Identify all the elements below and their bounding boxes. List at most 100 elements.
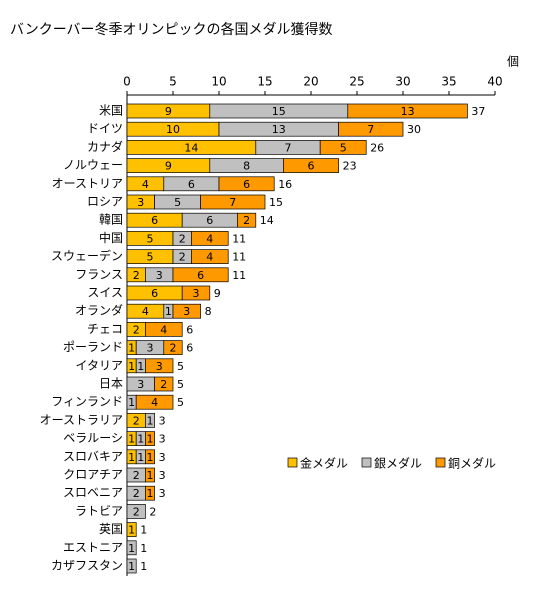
value-label: 4: [160, 323, 167, 336]
value-label: 14: [184, 141, 198, 154]
total-label: 23: [343, 160, 357, 173]
value-label: 6: [243, 178, 250, 191]
value-label: 2: [243, 214, 250, 227]
bar-segment: [135, 394, 174, 410]
value-label: 1: [147, 469, 154, 482]
y-tick-label: オーストリア: [52, 176, 123, 190]
total-label: 30: [407, 123, 421, 136]
total-label: 3: [159, 414, 166, 427]
value-label: 2: [133, 487, 140, 500]
x-tick-label: 15: [257, 75, 272, 89]
total-label: 11: [232, 251, 246, 264]
y-tick-label: 中国: [99, 230, 123, 245]
bar-segment: [145, 449, 155, 465]
value-label: 2: [179, 232, 186, 245]
total-label: 1: [140, 524, 147, 537]
value-label: 3: [137, 378, 144, 391]
legend-label: 銅メダル: [448, 456, 496, 471]
value-label: 5: [340, 141, 347, 154]
value-label: 7: [367, 123, 374, 136]
total-label: 3: [159, 469, 166, 482]
total-label: 14: [260, 214, 274, 227]
x-tick-label: 0: [123, 75, 131, 89]
value-label: 1: [165, 305, 172, 318]
bar-segment: [126, 558, 137, 574]
bar-segment: [163, 340, 183, 355]
y-tick-label: スロバキア: [63, 449, 123, 463]
value-label: 4: [142, 305, 149, 318]
y-tick-label: 韓国: [99, 213, 123, 227]
total-label: 5: [177, 396, 184, 409]
y-tick-label: フランス: [75, 267, 123, 281]
y-tick-label: ポーランド: [63, 340, 123, 354]
bar-segment: [319, 140, 367, 155]
value-label: 1: [147, 433, 154, 446]
value-label: 13: [272, 123, 286, 136]
bar-segment: [145, 322, 183, 337]
value-label: 4: [206, 251, 213, 264]
value-label: 1: [147, 414, 154, 427]
value-label: 3: [183, 305, 190, 318]
total-label: 1: [140, 542, 147, 555]
value-label: 2: [170, 342, 177, 355]
y-tick-label: クロアチア: [63, 468, 123, 482]
value-label: 8: [243, 160, 250, 173]
x-tick-label: 10: [211, 75, 226, 89]
legend-swatch: [361, 457, 372, 468]
value-label: 1: [128, 342, 135, 355]
bar-segment: [145, 431, 155, 446]
bar-segment: [347, 103, 468, 119]
value-label: 2: [133, 323, 140, 336]
y-tick-label: チェコ: [87, 322, 123, 336]
bar-segment: [200, 194, 266, 210]
total-label: 6: [186, 323, 193, 336]
value-label: 5: [174, 196, 181, 209]
x-tick-label: 20: [303, 75, 318, 89]
value-label: 4: [206, 232, 213, 245]
value-label: 3: [147, 342, 154, 355]
bar-segment: [218, 176, 275, 192]
y-tick-label: フィンランド: [51, 395, 123, 409]
chart-title: バンクーバー冬季オリンピックの各国メダル獲得数: [10, 21, 333, 38]
y-tick-label: ロシア: [87, 195, 123, 209]
value-label: 6: [308, 160, 315, 173]
bar-segment: [191, 231, 229, 246]
value-label: 1: [128, 360, 135, 373]
y-tick-label: 米国: [99, 104, 123, 118]
bar-segment: [172, 303, 201, 319]
total-label: 11: [232, 232, 246, 245]
value-label: 1: [128, 542, 135, 555]
value-label: 1: [128, 396, 135, 409]
total-label: 5: [177, 360, 184, 373]
legend-label: 金メダル: [300, 456, 348, 471]
value-label: 6: [206, 214, 213, 227]
value-label: 1: [128, 451, 135, 464]
value-label: 2: [133, 469, 140, 482]
total-label: 6: [186, 342, 193, 355]
bar-segment: [126, 540, 137, 556]
total-label: 1: [140, 560, 147, 573]
value-label: 7: [285, 141, 292, 154]
value-label: 1: [147, 487, 154, 500]
total-label: 26: [370, 141, 384, 154]
y-tick-label: 英国: [99, 522, 123, 536]
value-label: 1: [128, 524, 135, 537]
value-label: 6: [151, 214, 158, 227]
total-label: 16: [278, 178, 292, 191]
value-label: 7: [229, 196, 236, 209]
y-tick-label: ベラルーシ: [63, 431, 123, 445]
bar-segment: [145, 485, 155, 501]
y-tick-label: ラトビア: [75, 504, 123, 518]
bar-segment: [145, 413, 155, 428]
y-tick-label: スイス: [87, 286, 123, 300]
value-label: 1: [137, 433, 144, 446]
value-label: 2: [133, 269, 140, 282]
y-tick-label: 日本: [99, 377, 123, 391]
value-label: 9: [165, 160, 172, 173]
value-label: 1: [137, 451, 144, 464]
bar-segment: [145, 467, 155, 483]
x-tick-label: 35: [441, 75, 456, 89]
value-label: 3: [193, 287, 200, 300]
y-tick-label: オランダ: [75, 303, 123, 318]
